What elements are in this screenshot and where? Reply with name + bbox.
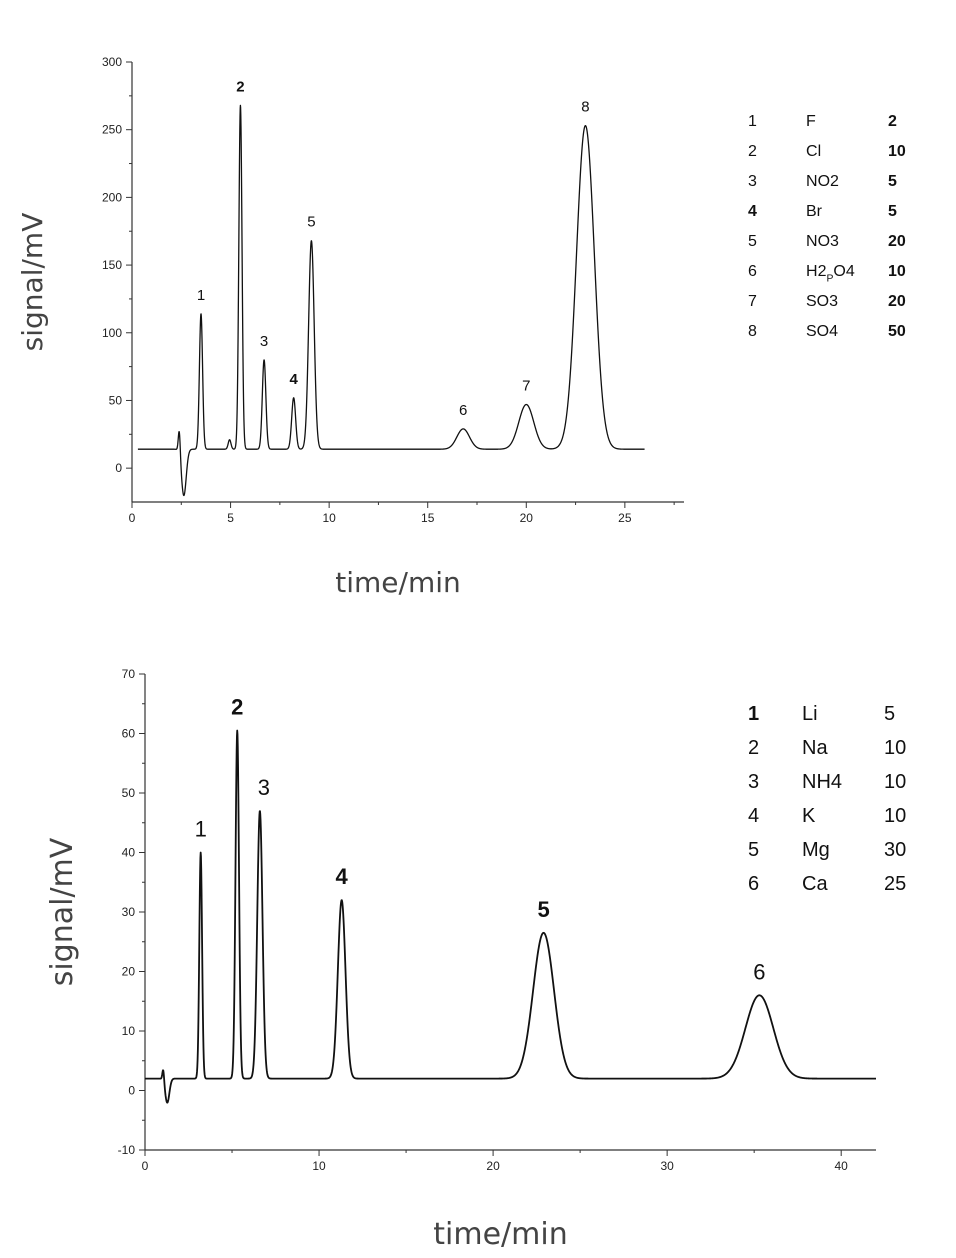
cation-chromatogram-panel: -10 0 10 20 30 40 50 60 70 0 10 20 30 40 signal/mV time… <box>0 640 956 1258</box>
anion-y-tick-label: 0 <box>115 461 122 475</box>
anion-legend-ion: F <box>806 113 816 130</box>
cation-legend-ion: Mg <box>802 839 830 861</box>
anion-x-axis-title: time/min <box>335 566 461 599</box>
anion-y-tick-label: 100 <box>102 326 122 340</box>
cation-y-tick-label: 10 <box>122 1024 136 1038</box>
cation-legend-ion: K <box>802 805 816 827</box>
anion-legend-value: 2 <box>888 113 897 130</box>
cation-x-tick-label: 20 <box>486 1159 500 1173</box>
cation-x-tick-label: 0 <box>142 1159 149 1173</box>
cation-y-tick-label: -10 <box>118 1143 136 1157</box>
anion-x-tick-label: 10 <box>322 511 336 525</box>
cation-legend-ion: NH4 <box>802 771 842 793</box>
anion-x-tick-label: 15 <box>421 511 435 525</box>
cation-chromatogram-chart: -10 0 10 20 30 40 50 60 70 0 10 20 30 40 signal/mV time… <box>45 667 906 1252</box>
anion-x-tick-label: 5 <box>227 511 234 525</box>
anion-peak-label-2: 2 <box>236 78 244 95</box>
anion-x-tick-label: 25 <box>618 511 632 525</box>
anion-x-tick-label: 0 <box>129 511 136 525</box>
anion-peak-label-6: 6 <box>459 402 467 419</box>
cation-legend-value: 10 <box>884 771 906 793</box>
anion-legend-number: 3 <box>748 173 757 190</box>
anion-peak-label-3: 3 <box>260 333 268 350</box>
anion-legend-value: 5 <box>888 173 897 190</box>
cation-y-tick-label: 60 <box>122 727 136 741</box>
anion-y-tick-label: 150 <box>102 258 122 272</box>
anion-legend-number: 8 <box>748 323 757 340</box>
anion-y-tick-label: 200 <box>102 190 122 204</box>
anion-legend-number: 2 <box>748 143 757 160</box>
anion-legend-value: 50 <box>888 323 906 340</box>
anion-legend-ion: SO3 <box>806 293 838 310</box>
cation-legend-number: 6 <box>748 873 759 895</box>
anion-legend-value: 20 <box>888 293 906 310</box>
anion-x-tick-label: 20 <box>520 511 534 525</box>
anion-legend-ion: H2PO4 <box>806 263 855 285</box>
cation-legend-value: 30 <box>884 839 906 861</box>
anion-y-tick-label: 50 <box>109 393 123 407</box>
cation-y-tick-label: 0 <box>128 1084 135 1098</box>
cation-peak-label-3: 3 <box>258 775 270 800</box>
anion-legend-number: 6 <box>748 263 757 280</box>
cation-peak-label-5: 5 <box>537 897 549 922</box>
anion-legend-number: 4 <box>748 203 757 220</box>
cation-legend-number: 2 <box>748 737 759 759</box>
cation-x-tick-label: 30 <box>660 1159 674 1173</box>
cation-legend-number: 3 <box>748 771 759 793</box>
cation-peak-label-6: 6 <box>753 959 765 984</box>
anion-legend-value: 10 <box>888 143 906 160</box>
anion-legend-value: 20 <box>888 233 906 250</box>
anion-peak-label-7: 7 <box>522 378 530 395</box>
anion-legend-ion: Br <box>806 203 823 220</box>
anion-chromatogram-panel: 0 50 100 150 200 250 300 0 5 10 15 20 25 signal/mV tim… <box>0 0 956 620</box>
anion-peak-label-5: 5 <box>307 214 315 231</box>
cation-legend-number: 5 <box>748 839 759 861</box>
anion-legend-ion: Cl <box>806 143 821 160</box>
anion-legend-ion: NO3 <box>806 233 839 250</box>
cation-x-axis-title: time/min <box>433 1217 567 1252</box>
cation-peak-label-1: 1 <box>195 817 207 842</box>
anion-peak-label-8: 8 <box>581 99 589 116</box>
cation-x-tick-label: 10 <box>312 1159 326 1173</box>
cation-y-axis-title: signal/mV <box>45 837 80 986</box>
anion-y-axis-title: signal/mV <box>16 213 49 352</box>
cation-legend-value: 10 <box>884 737 906 759</box>
anion-legend-number: 7 <box>748 293 757 310</box>
anion-legend-ion: NO2 <box>806 173 839 190</box>
cation-peak-label-2: 2 <box>231 695 243 720</box>
cation-peak-label-4: 4 <box>336 864 349 889</box>
cation-legend-value: 10 <box>884 805 906 827</box>
anion-legend-number: 5 <box>748 233 757 250</box>
anion-peak-label-4: 4 <box>289 371 298 388</box>
cation-legend-ion: Ca <box>802 873 828 895</box>
cation-y-tick-label: 50 <box>122 786 136 800</box>
cation-legend-ion: Na <box>802 737 828 759</box>
cation-y-tick-label: 30 <box>122 905 136 919</box>
cation-x-tick-label: 40 <box>835 1159 849 1173</box>
anion-legend-value: 10 <box>888 263 906 280</box>
cation-y-tick-label: 70 <box>122 667 136 681</box>
cation-signal-trace <box>144 729 877 1104</box>
anion-legend-ion: SO4 <box>806 323 838 340</box>
anion-y-tick-label: 300 <box>102 55 122 69</box>
anion-legend-number: 1 <box>748 113 757 130</box>
cation-legend-number: 4 <box>748 805 759 827</box>
cation-legend-value: 5 <box>884 703 895 725</box>
cation-legend-value: 25 <box>884 873 906 895</box>
cation-y-tick-label: 40 <box>122 846 136 860</box>
cation-y-tick-label: 20 <box>122 965 136 979</box>
cation-legend-ion: Li <box>802 703 818 725</box>
anion-legend-value: 5 <box>888 203 897 220</box>
anion-y-tick-label: 250 <box>102 123 122 137</box>
cation-legend-number: 1 <box>748 703 759 725</box>
anion-peak-label-1: 1 <box>197 287 205 304</box>
anion-signal-trace <box>137 104 646 497</box>
